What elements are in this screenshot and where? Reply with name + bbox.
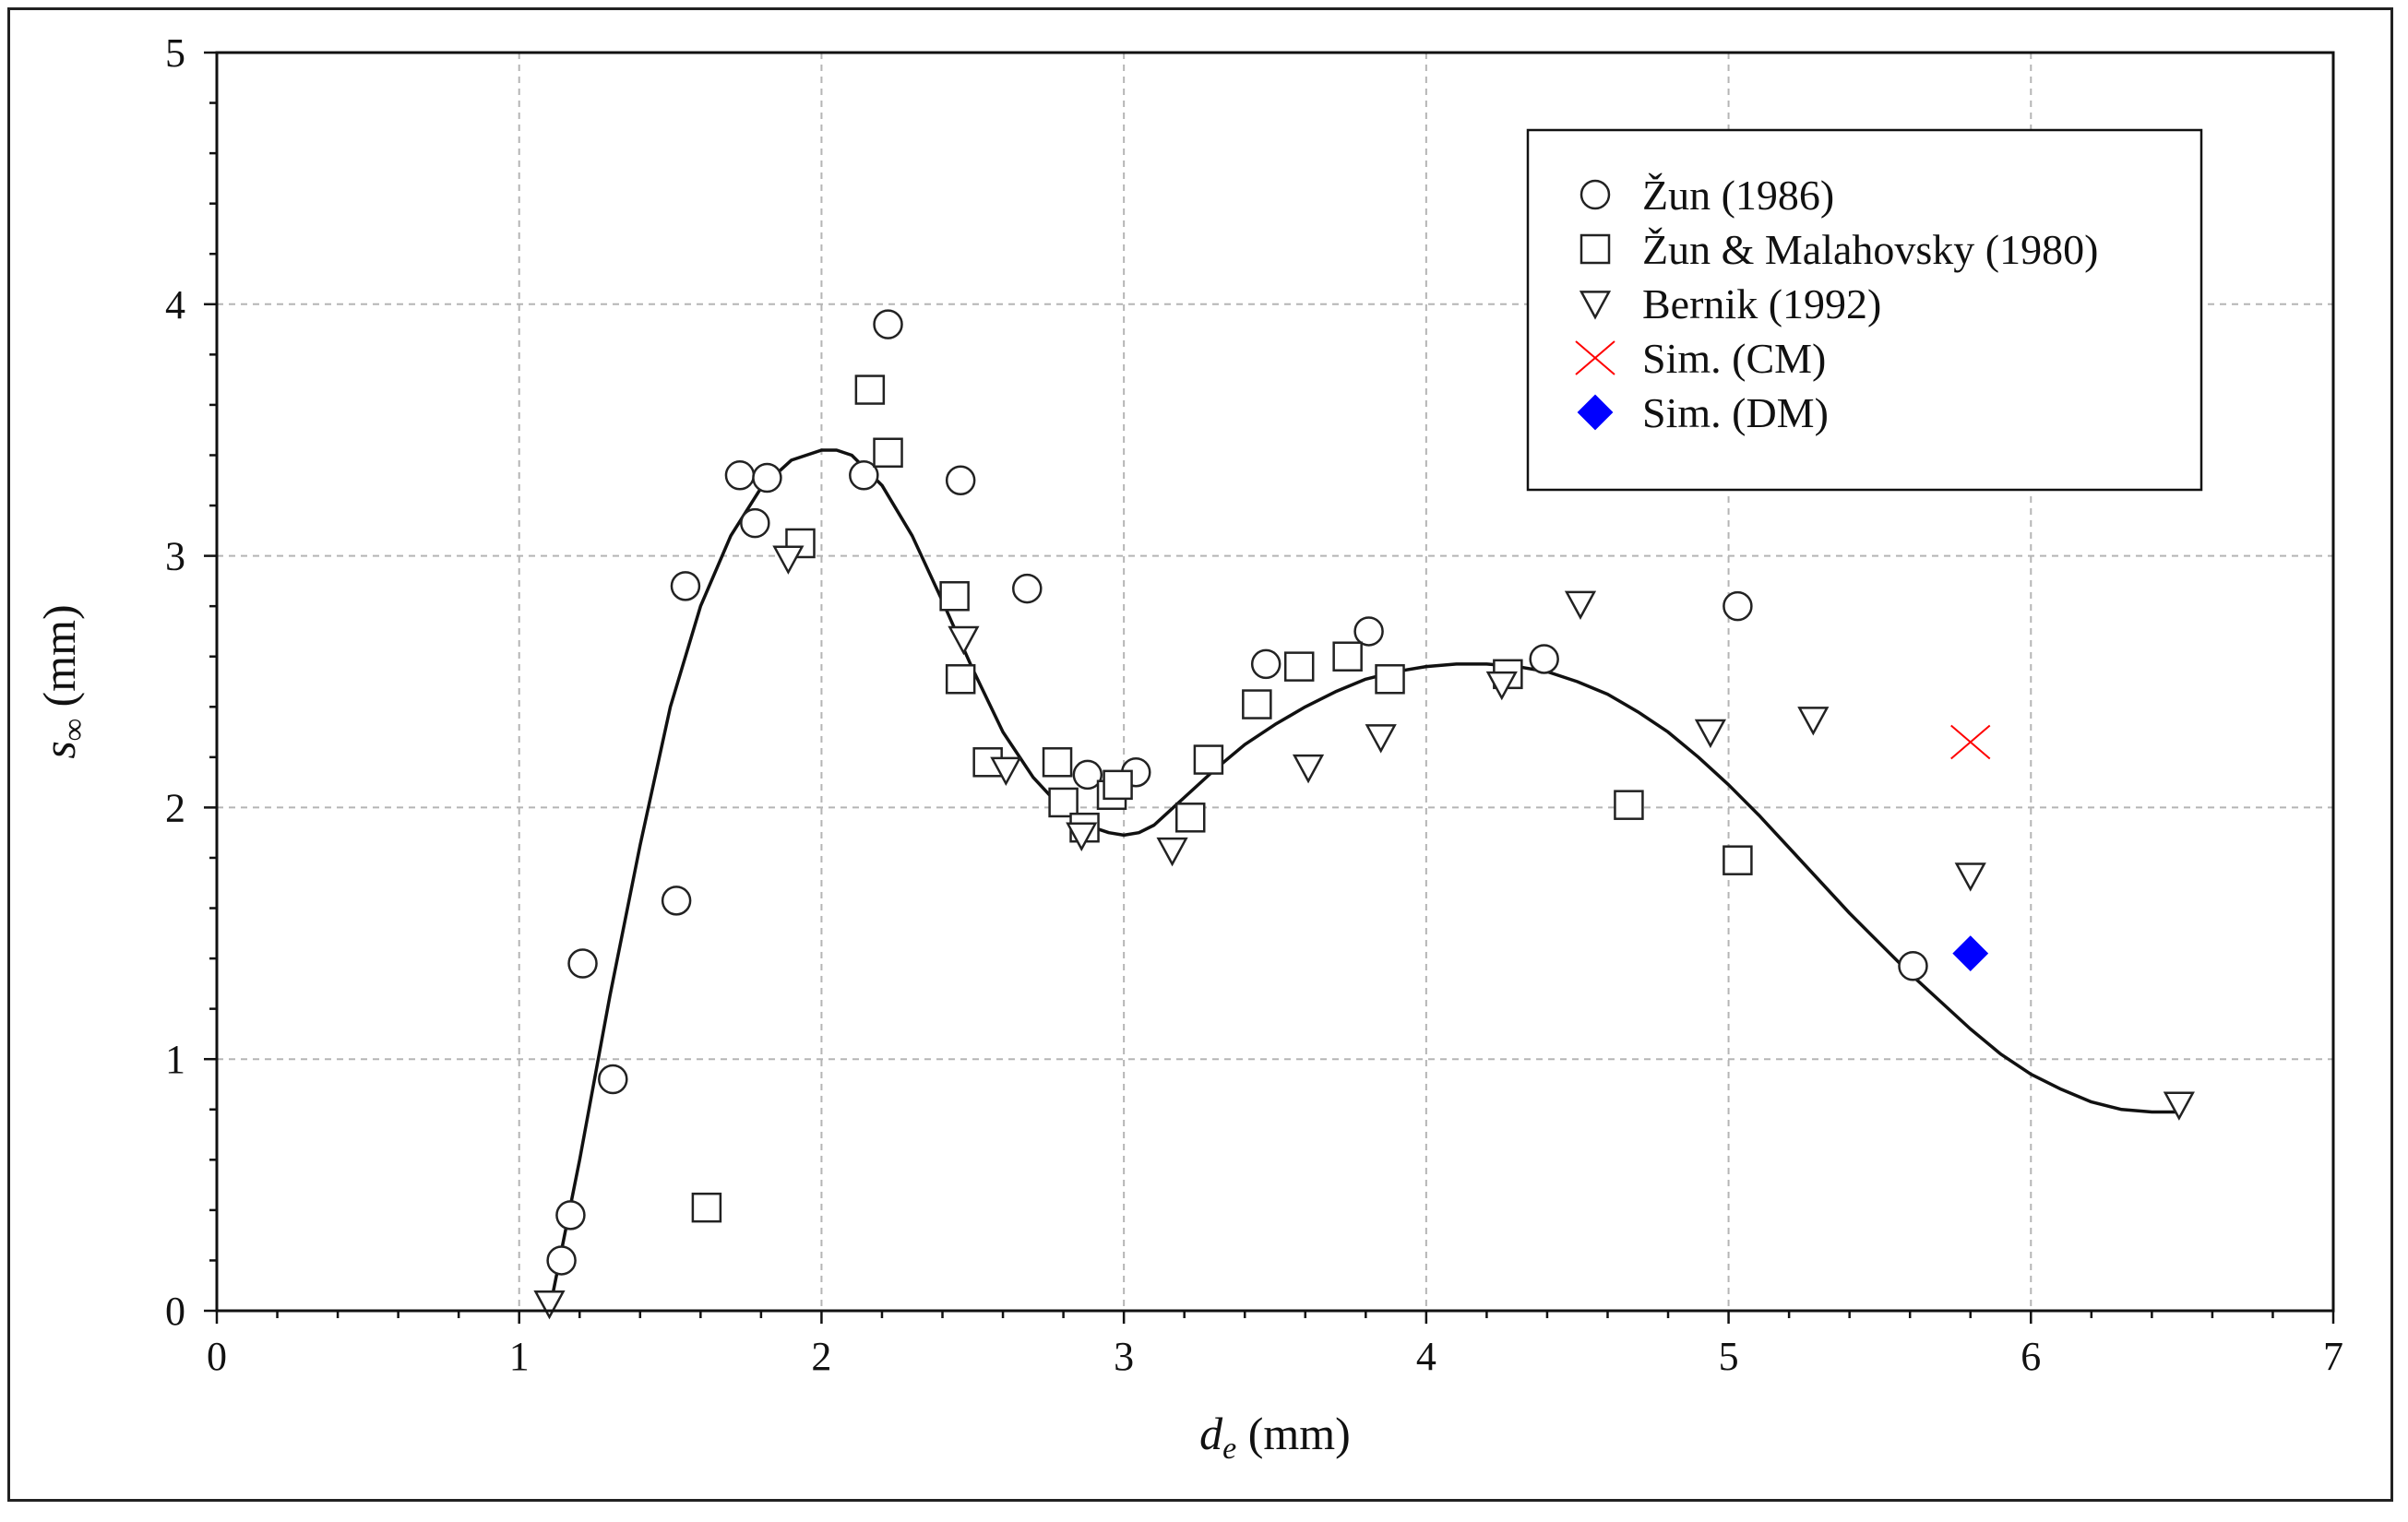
data-point-square — [1723, 845, 1753, 875]
data-point-circle — [740, 507, 770, 539]
data-point-triangle-down — [1156, 837, 1188, 867]
fit-curve — [547, 448, 2183, 1312]
figure-frame: 0 1 2 3 4 5 6 7 0 1 2 3 4 5 de (mm) s∞ (mm) Žun (1986… — [7, 7, 2393, 1502]
data-point-square — [1193, 744, 1224, 775]
data-point-triangle-down — [948, 625, 980, 656]
legend-label: Bernik (1992) — [1642, 280, 1881, 327]
data-point-circle — [849, 460, 879, 491]
scatter-chart: 0 1 2 3 4 5 6 7 0 1 2 3 4 5 de (mm) s∞ (mm) Žun (1986… — [33, 30, 2343, 1466]
data-point-triangle-down — [772, 545, 805, 575]
data-point-square — [945, 664, 976, 695]
data-point-circle — [598, 1064, 628, 1095]
data-point-circle — [752, 462, 782, 493]
y-tick-label: 2 — [165, 785, 185, 830]
data-point-circle — [1898, 951, 1928, 981]
legend-label: Žun (1986) — [1642, 172, 1834, 219]
data-point-square — [873, 437, 903, 469]
data-point-square — [691, 1192, 722, 1223]
data-point-circle — [661, 886, 692, 916]
data-point-circle — [724, 460, 756, 491]
data-point-circle — [873, 309, 903, 339]
data-point-square — [1283, 651, 1315, 682]
data-point-circle — [1529, 644, 1559, 674]
x-tick-label: 4 — [1416, 1334, 1436, 1379]
legend: Žun (1986) Žun & Malahovsky (1980) Bernik … — [1526, 128, 2203, 492]
data-point-square — [1048, 787, 1079, 818]
data-point-triangle-down — [1292, 754, 1325, 784]
data-point-square — [1103, 769, 1133, 801]
y-axis-unit: (mm) — [33, 604, 85, 719]
legend-marker-circle — [1580, 179, 1611, 210]
x-axis-title: de (mm) — [1199, 1408, 1351, 1466]
data-point-circle — [546, 1245, 577, 1276]
plot-axes: 0 1 2 3 4 5 6 7 0 1 2 3 4 5 — [165, 30, 2343, 1379]
data-point-circle — [567, 948, 598, 979]
legend-marker-square — [1580, 233, 1611, 265]
x-tick-label: 6 — [2021, 1334, 2041, 1379]
data-point-square — [1614, 790, 1644, 820]
x-tick-label: 5 — [1719, 1334, 1739, 1379]
data-point-square — [1332, 641, 1363, 672]
x-tick-label: 7 — [2323, 1334, 2343, 1379]
data-point-bowtie — [1950, 724, 1991, 760]
y-tick-label: 0 — [165, 1289, 185, 1334]
plot-border — [215, 51, 2335, 1313]
data-point-square — [1042, 747, 1073, 778]
y-tick-label: 3 — [165, 534, 185, 579]
y-tick-label: 5 — [165, 30, 185, 76]
y-tick-label: 4 — [165, 282, 185, 327]
data-point-triangle-down — [1485, 671, 1518, 701]
x-axis-unit: (mm) — [1236, 1408, 1351, 1459]
x-axis-subscript: e — [1222, 1432, 1236, 1466]
axis-labels: de (mm) s∞ (mm) — [33, 604, 1351, 1466]
data-points — [533, 309, 2195, 1320]
data-point-triangle-down — [1694, 719, 1727, 749]
data-point-circle — [945, 465, 976, 496]
y-axis-title: s∞ (mm) — [33, 604, 91, 758]
data-point-circle — [670, 571, 701, 601]
x-tick-label: 2 — [811, 1334, 831, 1379]
data-point-circle — [1250, 648, 1281, 680]
data-point-triangle-down — [1365, 724, 1397, 754]
fit-curve-group — [547, 448, 2183, 1312]
data-point-triangle-down — [533, 1290, 566, 1320]
data-point-circle — [1353, 616, 1384, 647]
data-point-triangle-down — [1066, 822, 1098, 851]
data-point-triangle-down — [1954, 862, 1986, 892]
legend-marker-diamond — [1577, 394, 1614, 431]
data-point-square — [1375, 664, 1405, 695]
data-point-triangle-down — [1564, 590, 1597, 621]
legend-marker-triangle-down — [1579, 291, 1612, 320]
data-point-square — [854, 375, 886, 405]
x-tick-label: 1 — [509, 1334, 530, 1379]
data-point-square — [939, 580, 970, 612]
data-point-triangle-down — [2163, 1091, 2195, 1121]
legend-box — [1526, 128, 2203, 492]
data-point-circle — [555, 1200, 586, 1231]
y-tick-label: 1 — [165, 1037, 185, 1082]
legend-label: Sim. (CM) — [1642, 335, 1826, 382]
x-tick-label: 3 — [1114, 1334, 1134, 1379]
x-tick-label: 0 — [207, 1334, 227, 1379]
x-axis-symbol: d — [1199, 1408, 1223, 1459]
data-point-circle — [1723, 590, 1753, 622]
data-point-diamond — [1952, 935, 1989, 972]
data-point-square — [1242, 689, 1272, 719]
y-axis-symbol: s — [33, 741, 85, 758]
data-point-circle — [1072, 759, 1103, 791]
data-point-circle — [1012, 573, 1043, 604]
legend-label: Žun & Malahovsky (1980) — [1642, 226, 2098, 273]
legend-marker-bowtie — [1575, 340, 1615, 375]
data-point-triangle-down — [1797, 707, 1830, 736]
y-axis-subscript: ∞ — [57, 719, 91, 741]
data-point-square — [1174, 803, 1206, 833]
data-point-triangle-down — [990, 756, 1022, 787]
legend-label: Sim. (DM) — [1642, 389, 1829, 436]
